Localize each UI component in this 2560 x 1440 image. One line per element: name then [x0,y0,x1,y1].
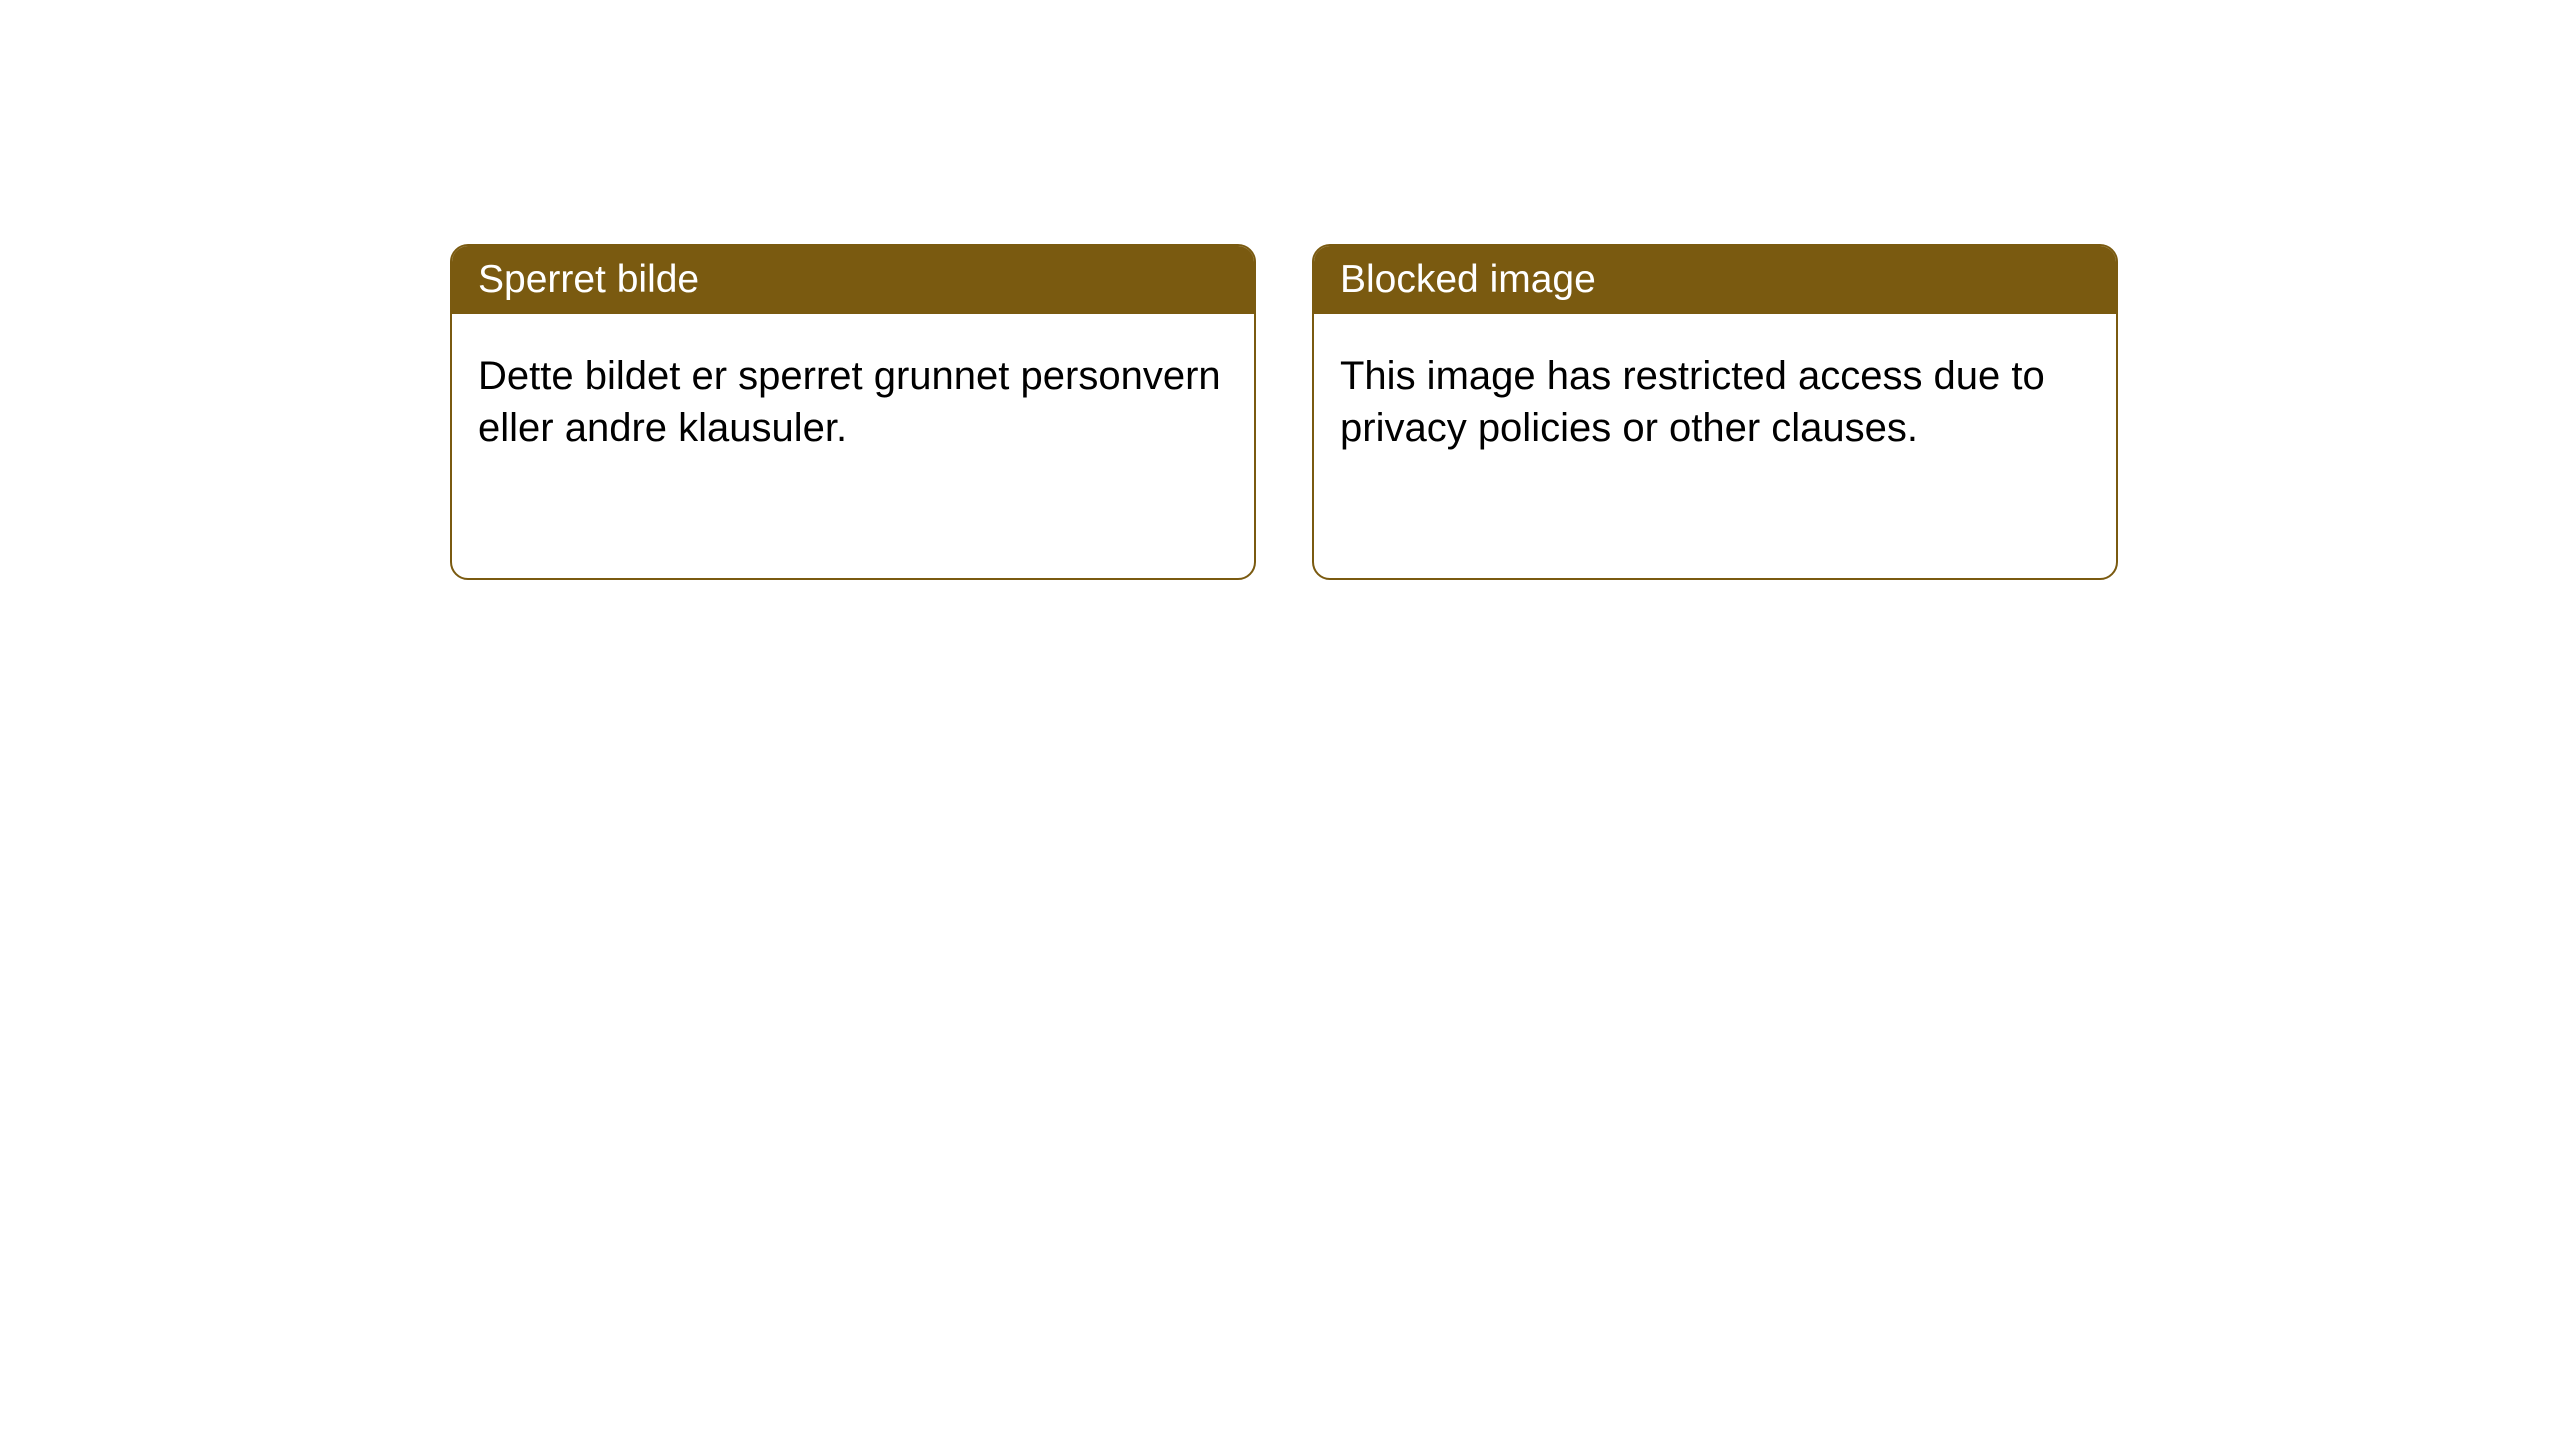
notice-card-english: Blocked image This image has restricted … [1312,244,2118,580]
notice-card-body: This image has restricted access due to … [1314,314,2116,490]
notice-card-title: Blocked image [1314,246,2116,314]
notice-card-norwegian: Sperret bilde Dette bildet er sperret gr… [450,244,1256,580]
notice-cards-container: Sperret bilde Dette bildet er sperret gr… [450,244,2118,580]
notice-card-title: Sperret bilde [452,246,1254,314]
notice-card-body: Dette bildet er sperret grunnet personve… [452,314,1254,490]
